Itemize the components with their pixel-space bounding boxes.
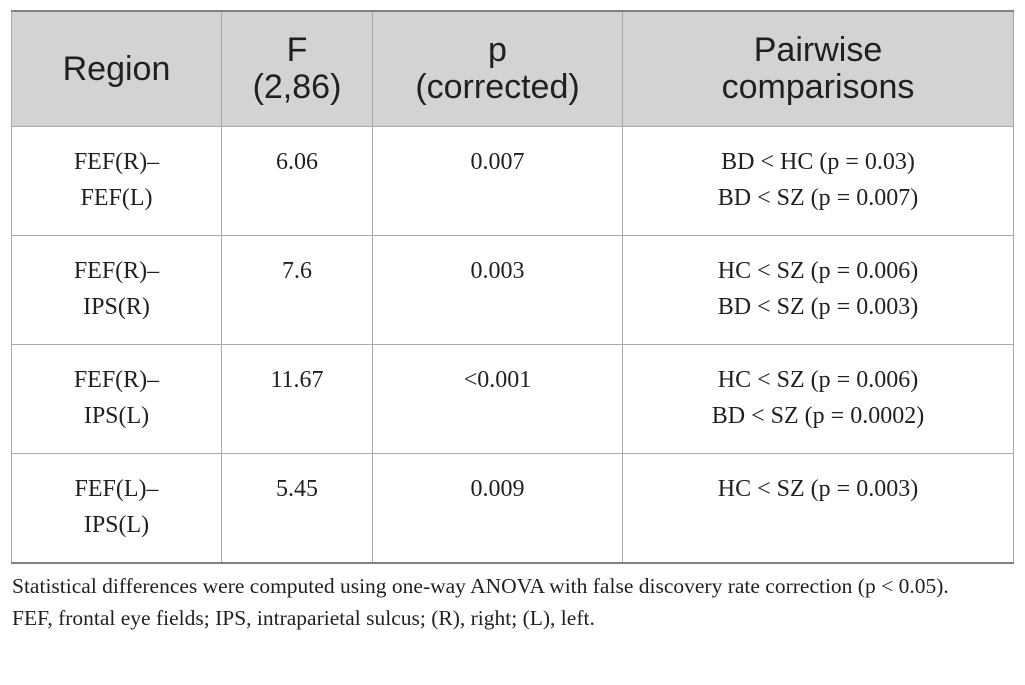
region-line: FEF(R)– [73, 258, 160, 284]
f-cell: 11.67 [221, 344, 373, 454]
table-header: Region F (2,86) p (corrected) Pairwise c… [11, 10, 1014, 127]
p-cell: 0.009 [372, 453, 623, 564]
abbreviations-footnote: FEF, frontal eye fields; IPS, intraparie… [12, 606, 595, 630]
header-row: Region F (2,86) p (corrected) Pairwise c… [11, 10, 1014, 127]
header-region-line: Region [62, 49, 171, 88]
table-footnotes: Statistical differences were computed us… [12, 570, 1013, 634]
table-row: FEF(R)– IPS(R) 7.6 0.003 HC < SZ (p = 0.… [11, 235, 1014, 345]
header-f-statistic: F (2,86) [221, 10, 373, 127]
region-cell: FEF(L)– IPS(L) [11, 453, 222, 564]
region-line: FEF(L) [80, 185, 153, 211]
method-footnote: Statistical differences were computed us… [12, 574, 949, 598]
header-region: Region [11, 10, 222, 127]
region-line: IPS(R) [83, 294, 150, 320]
region-line: FEF(L)– [74, 476, 159, 502]
table-row: FEF(R)– IPS(L) 11.67 <0.001 HC < SZ (p =… [11, 344, 1014, 454]
region-line: IPS(L) [83, 512, 150, 538]
comparison-line: HC < SZ (p = 0.003) [717, 476, 919, 502]
region-cell: FEF(R)– IPS(L) [11, 344, 222, 454]
header-p-corrected: p (corrected) [372, 10, 623, 127]
comparisons-cell: BD < HC (p = 0.03) BD < SZ (p = 0.007) [622, 126, 1014, 236]
region-cell: FEF(R)– IPS(R) [11, 235, 222, 345]
table-row: FEF(R)– FEF(L) 6.06 0.007 BD < HC (p = 0… [11, 126, 1014, 236]
comparison-line: BD < HC (p = 0.03) [721, 149, 915, 175]
header-f-df-line: (2,86) [252, 68, 342, 106]
results-table: Region F (2,86) p (corrected) Pairwise c… [11, 10, 1014, 564]
table-row: FEF(L)– IPS(L) 5.45 0.009 HC < SZ (p = 0… [11, 453, 1014, 564]
p-cell: 0.003 [372, 235, 623, 345]
p-cell: <0.001 [372, 344, 623, 454]
f-cell: 5.45 [221, 453, 373, 564]
comparison-line: HC < SZ (p = 0.006) [717, 258, 919, 284]
comparison-line: HC < SZ (p = 0.006) [717, 367, 919, 393]
comparison-line: BD < SZ (p = 0.003) [717, 294, 919, 320]
comparisons-cell: HC < SZ (p = 0.003) [622, 453, 1014, 564]
header-f-line: F [286, 31, 308, 69]
comparisons-cell: HC < SZ (p = 0.006) BD < SZ (p = 0.0002) [622, 344, 1014, 454]
header-pairwise-comparisons: Pairwise comparisons [622, 10, 1014, 127]
region-line: FEF(R)– [73, 367, 160, 393]
region-line: IPS(L) [83, 403, 150, 429]
region-line: FEF(R)– [73, 149, 160, 175]
comparisons-cell: HC < SZ (p = 0.006) BD < SZ (p = 0.003) [622, 235, 1014, 345]
comparison-line: BD < SZ (p = 0.0002) [711, 403, 925, 429]
header-p-line: p [488, 31, 507, 69]
p-cell: 0.007 [372, 126, 623, 236]
region-cell: FEF(R)– FEF(L) [11, 126, 222, 236]
f-cell: 7.6 [221, 235, 373, 345]
header-corrected-line: (corrected) [415, 68, 580, 106]
comparison-line: BD < SZ (p = 0.007) [717, 185, 919, 211]
f-cell: 6.06 [221, 126, 373, 236]
header-comparisons-line: comparisons [721, 68, 915, 106]
table-body: FEF(R)– FEF(L) 6.06 0.007 BD < HC (p = 0… [11, 126, 1014, 564]
header-pairwise-line: Pairwise [753, 31, 883, 69]
